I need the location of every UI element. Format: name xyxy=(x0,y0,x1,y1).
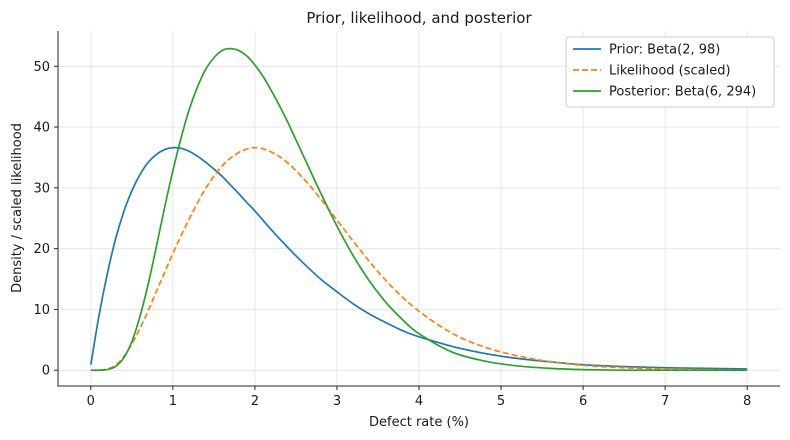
legend-label: Prior: Beta(2, 98) xyxy=(609,43,720,58)
chart-title: Prior, likelihood, and posterior xyxy=(306,9,532,27)
x-tick-label: 2 xyxy=(251,394,259,409)
x-tick-label: 0 xyxy=(87,394,95,409)
legend-box xyxy=(565,36,775,108)
plot-lines xyxy=(89,47,748,372)
y-tick-label: 30 xyxy=(33,181,50,196)
series-line-posterior xyxy=(90,47,748,372)
x-tick-label: 8 xyxy=(743,394,751,409)
x-tick-label: 3 xyxy=(333,394,341,409)
x-tick-label: 1 xyxy=(169,394,177,409)
x-tick-label: 4 xyxy=(415,394,423,409)
x-tick-label: 5 xyxy=(497,394,505,409)
y-tick-label: 10 xyxy=(33,303,50,318)
series-line-prior xyxy=(89,146,748,370)
axis-spines xyxy=(57,31,780,387)
y-tick-label: 20 xyxy=(33,242,50,257)
series-line-likelihood-scaled xyxy=(90,146,748,372)
x-tick-label: 6 xyxy=(579,394,587,409)
x-tick-label: 7 xyxy=(661,394,669,409)
y-axis-label: Density / scaled likelihood xyxy=(10,123,25,293)
legend-label: Likelihood (scaled) xyxy=(609,64,731,79)
y-tick-label: 50 xyxy=(33,60,50,75)
y-tick-label: 40 xyxy=(33,121,50,136)
y-tick-label: 0 xyxy=(42,364,50,379)
x-axis-label: Defect rate (%) xyxy=(369,415,469,430)
x-axis-ticks: 0 1 2 3 4 5 6 7 8 xyxy=(87,386,751,409)
y-axis-ticks: 0 10 20 30 40 50 xyxy=(33,60,58,379)
legend-label: Posterior: Beta(6, 294) xyxy=(609,85,756,100)
legend: Prior: Beta(2, 98) Likelihood (scaled) Pos… xyxy=(565,36,775,108)
